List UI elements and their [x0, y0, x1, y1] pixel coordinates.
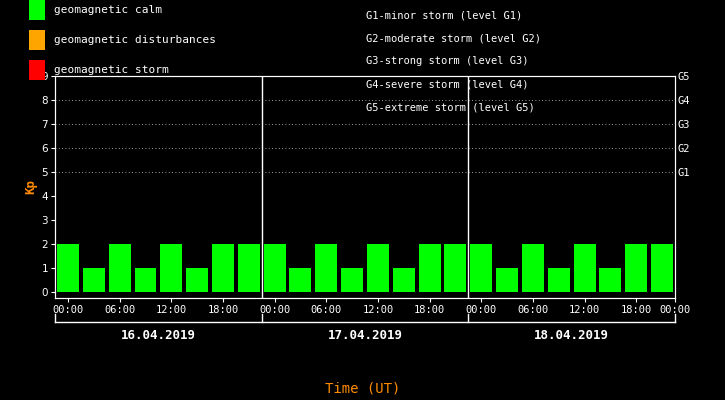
Text: G5-extreme storm (level G5): G5-extreme storm (level G5) — [366, 103, 535, 113]
Text: G3-strong storm (level G3): G3-strong storm (level G3) — [366, 56, 529, 66]
Text: geomagnetic calm: geomagnetic calm — [54, 5, 162, 15]
Bar — [600, 268, 621, 292]
Bar — [522, 244, 544, 292]
Bar — [496, 268, 518, 292]
Y-axis label: Kp: Kp — [25, 180, 38, 194]
Bar — [625, 244, 647, 292]
Bar — [186, 268, 208, 292]
Bar — [471, 244, 492, 292]
Text: G2-moderate storm (level G2): G2-moderate storm (level G2) — [366, 33, 541, 43]
Bar — [341, 268, 363, 292]
Bar — [651, 244, 673, 292]
Bar — [289, 268, 312, 292]
Bar — [238, 244, 260, 292]
Bar — [573, 244, 595, 292]
Text: G4-severe storm (level G4): G4-severe storm (level G4) — [366, 80, 529, 90]
Text: 16.04.2019: 16.04.2019 — [121, 329, 196, 342]
Bar — [109, 244, 130, 292]
Bar — [57, 244, 79, 292]
Text: 17.04.2019: 17.04.2019 — [328, 329, 402, 342]
Text: 18.04.2019: 18.04.2019 — [534, 329, 609, 342]
Text: Time (UT): Time (UT) — [325, 382, 400, 396]
Bar — [135, 268, 157, 292]
Bar — [212, 244, 234, 292]
Bar — [367, 244, 389, 292]
Bar — [444, 244, 466, 292]
Bar — [315, 244, 337, 292]
Bar — [160, 244, 182, 292]
Text: geomagnetic disturbances: geomagnetic disturbances — [54, 35, 215, 45]
Bar — [264, 244, 286, 292]
Text: G1-minor storm (level G1): G1-minor storm (level G1) — [366, 10, 523, 20]
Bar — [548, 268, 570, 292]
Text: geomagnetic storm: geomagnetic storm — [54, 65, 168, 75]
Bar — [418, 244, 441, 292]
Bar — [83, 268, 105, 292]
Bar — [393, 268, 415, 292]
